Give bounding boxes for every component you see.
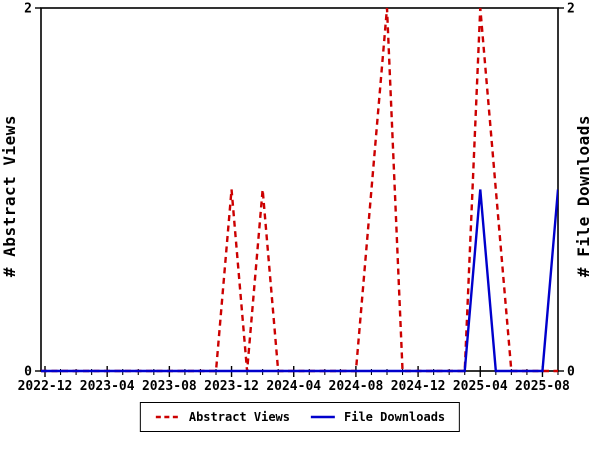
y-tick-label-right: 2 — [567, 2, 575, 17]
x-tick-label: 2025-08 — [515, 379, 570, 394]
dashed-line-icon — [155, 415, 180, 419]
legend-label-abstract-views: Abstract Views — [188, 410, 290, 424]
y-tick-label-right: 0 — [567, 365, 575, 380]
x-tick-label: 2025-04 — [453, 379, 508, 394]
series-line-file-downloads — [41, 189, 558, 373]
x-tick-label: 2022-12 — [18, 379, 73, 394]
left-axis-title: # Abstract Views — [0, 115, 19, 277]
solid-line-icon — [311, 415, 335, 419]
x-tick-label: 2023-12 — [204, 379, 259, 394]
legend-label-file-downloads: File Downloads — [344, 410, 446, 424]
right-axis-title: # File Downloads — [574, 115, 593, 277]
legend-item-abstract-views: Abstract Views — [155, 410, 290, 424]
y-tick-label-left: 0 — [24, 365, 32, 380]
x-tick-label: 2023-08 — [142, 379, 197, 394]
x-tick-label: 2024-04 — [266, 379, 321, 394]
x-tick-label: 2023-04 — [80, 379, 135, 394]
x-tick-label: 2024-12 — [391, 379, 446, 394]
x-tick-label: 2024-08 — [329, 379, 384, 394]
y-tick-label-left: 2 — [24, 2, 32, 17]
chart-legend: Abstract Views File Downloads — [139, 402, 461, 432]
legend-item-file-downloads: File Downloads — [310, 410, 445, 424]
